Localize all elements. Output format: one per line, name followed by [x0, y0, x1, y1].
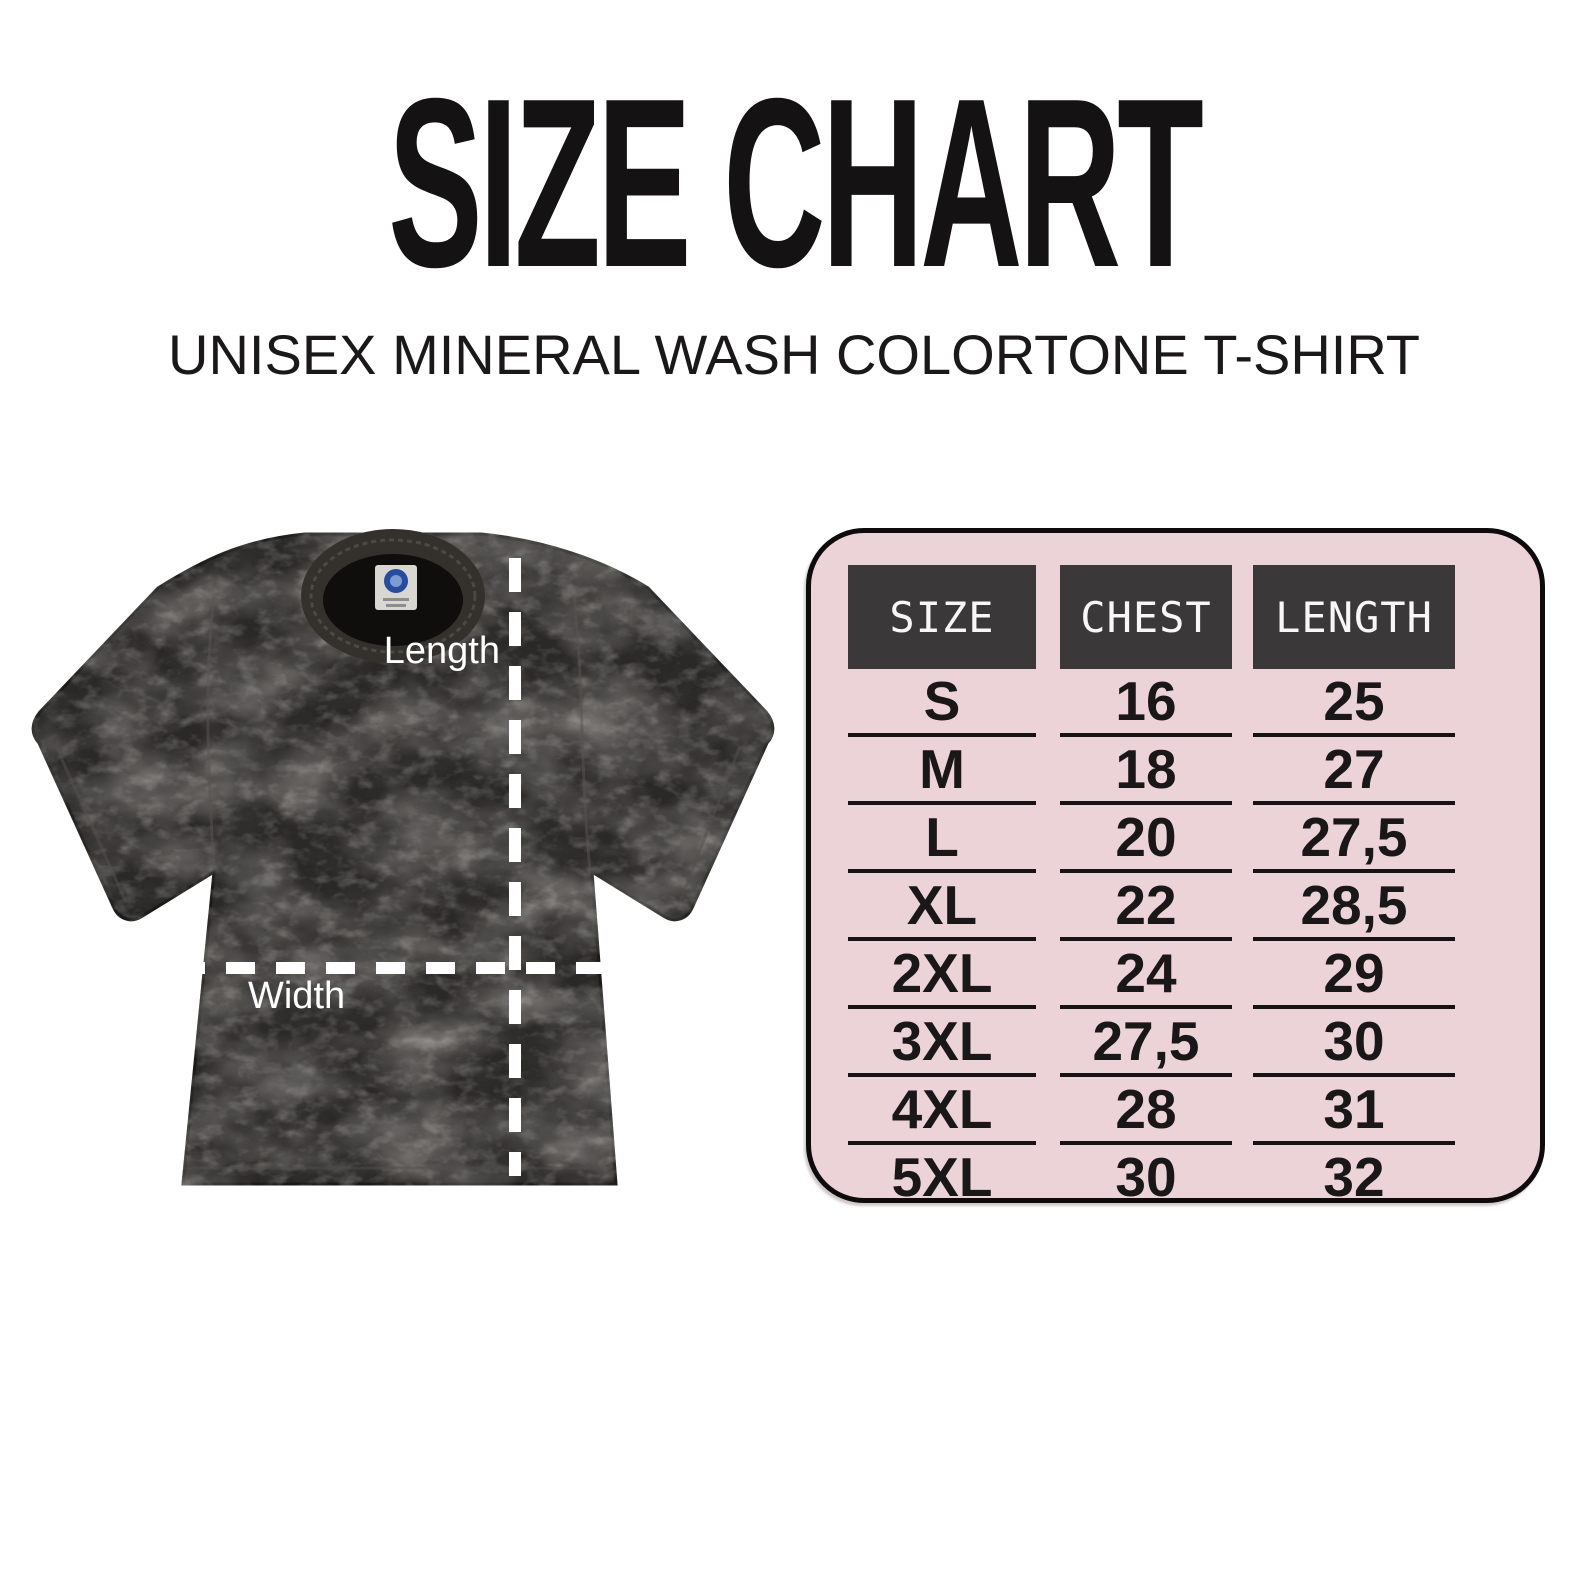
cell-chest: 30 — [1115, 1146, 1177, 1208]
right-sleeve-hem-stitch — [678, 745, 742, 903]
cell-chest: 27,5 — [1060, 1009, 1232, 1077]
cell-length: 29 — [1253, 941, 1455, 1009]
cell-chest: 28 — [1060, 1077, 1232, 1145]
cell-length: 27,5 — [1253, 805, 1455, 873]
cell-length: 28,5 — [1253, 873, 1455, 941]
collar-brand-tag — [375, 565, 417, 610]
table-row: 4XL 28 31 — [848, 1077, 1500, 1145]
length-label: Length — [384, 630, 500, 672]
table-body: S 16 25 M 18 27 L 20 27,5 XL 22 28,5 2XL — [848, 669, 1500, 1209]
cell-size: 5XL — [891, 1146, 993, 1208]
table-row: S 16 25 — [848, 669, 1500, 737]
table-row: 5XL 30 32 — [848, 1145, 1500, 1209]
table-row: 2XL 24 29 — [848, 941, 1500, 1009]
size-chart-table: SIZE CHEST LENGTH S 16 25 M 18 27 L 20 2… — [806, 528, 1545, 1208]
cell-size: L — [848, 805, 1036, 873]
cell-length: 27 — [1253, 737, 1455, 805]
cell-length: 31 — [1253, 1077, 1455, 1145]
cell-chest: 22 — [1060, 873, 1232, 941]
left-sleeve-hem-stitch — [54, 745, 128, 903]
cell-size: S — [848, 669, 1036, 737]
column-header-chest: CHEST — [1060, 565, 1232, 669]
table-header-row: SIZE CHEST LENGTH — [848, 565, 1500, 669]
shirt-body — [31, 532, 775, 1186]
cell-size: 4XL — [848, 1077, 1036, 1145]
table-row: M 18 27 — [848, 737, 1500, 805]
table-row: XL 22 28,5 — [848, 873, 1500, 941]
column-header-length: LENGTH — [1253, 565, 1455, 669]
cell-chest: 24 — [1060, 941, 1232, 1009]
page-title: SIZE CHART — [0, 62, 1588, 303]
shirt-collar — [301, 529, 485, 663]
left-sleeve-seam — [206, 595, 216, 871]
cell-size: M — [848, 737, 1036, 805]
table-row: 3XL 27,5 30 — [848, 1009, 1500, 1077]
cell-chest: 16 — [1060, 669, 1232, 737]
right-sleeve-seam — [572, 595, 592, 871]
cell-length: 25 — [1253, 669, 1455, 737]
cell-chest: 18 — [1060, 737, 1232, 805]
cell-size: XL — [848, 873, 1036, 941]
cell-length: 32 — [1323, 1146, 1385, 1208]
table-row: L 20 27,5 — [848, 805, 1500, 873]
page-subtitle: UNISEX MINERAL WASH COLORTONE T-SHIRT — [168, 323, 1420, 386]
cell-size: 2XL — [848, 941, 1036, 1009]
cell-size: 3XL — [848, 1009, 1036, 1077]
shirt-measurement-diagram: Length Width — [18, 462, 778, 1202]
width-label: Width — [248, 975, 345, 1017]
shirt-graphic: Length Width — [31, 529, 775, 1186]
page-title-text: SIZE CHART — [388, 47, 1204, 318]
cell-length: 30 — [1253, 1009, 1455, 1077]
cell-chest: 20 — [1060, 805, 1232, 873]
column-header-size: SIZE — [848, 565, 1036, 669]
